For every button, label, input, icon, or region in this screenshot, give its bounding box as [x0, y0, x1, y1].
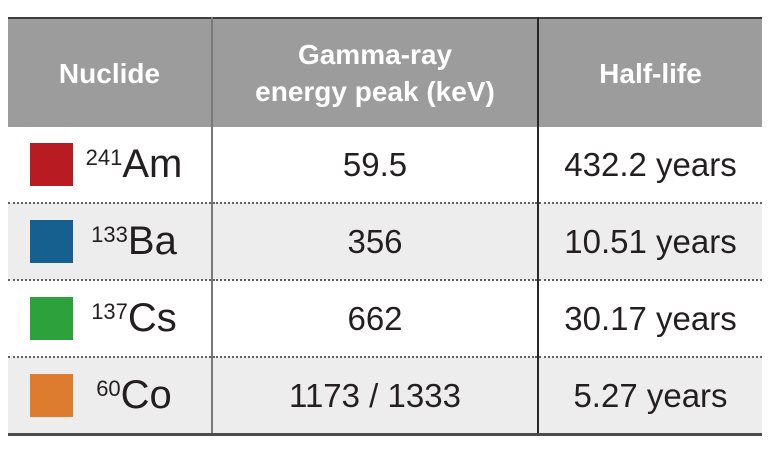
- half-life-cell: 432.2 years: [538, 127, 762, 203]
- nuclide-cell-inner: 60Co: [8, 358, 211, 433]
- color-swatch: [30, 220, 73, 263]
- nuclide-cell: 241Am: [8, 127, 213, 203]
- table-row-am241: 241Am 59.5 432.2 years: [8, 127, 762, 203]
- mass-number: 133: [91, 221, 128, 247]
- energy-cell: 356: [212, 202, 539, 280]
- table-row-co60: 60Co 1173 / 1333 5.27 years: [8, 356, 762, 435]
- nuclide-cell: 133Ba: [8, 202, 213, 280]
- header-nuclide-label: Nuclide: [58, 57, 161, 89]
- nuclide-cell-inner: 133Ba: [8, 204, 211, 279]
- header-half-life-label: Half-life: [599, 57, 702, 89]
- energy-cell: 1173 / 1333: [212, 356, 539, 435]
- element-symbol: Ba: [127, 219, 177, 263]
- energy-cell: 662: [212, 279, 539, 357]
- header-half-life: Half-life: [538, 18, 762, 127]
- color-swatch: [30, 374, 73, 417]
- mass-number: 137: [91, 298, 128, 324]
- half-life-cell: 30.17 years: [538, 279, 762, 357]
- nuclide-cell-inner: 137Cs: [8, 281, 211, 356]
- table-row-cs137: 137Cs 662 30.17 years: [8, 279, 762, 357]
- nuclide-cell: 137Cs: [8, 279, 213, 357]
- table-row-ba133: 133Ba 356 10.51 years: [8, 202, 762, 280]
- header-row: Nuclide Gamma-ray energy peak (keV) Half…: [8, 18, 762, 127]
- nuclide-label: 137Cs: [73, 296, 211, 341]
- half-life-cell: 10.51 years: [538, 202, 762, 280]
- mass-number: 60: [96, 375, 121, 401]
- energy-cell: 59.5: [212, 127, 539, 203]
- nuclide-label: 241Am: [73, 142, 211, 187]
- header-gamma-line2: energy peak (keV): [255, 76, 495, 107]
- nuclide-cell: 60Co: [8, 356, 213, 435]
- element-symbol: Am: [122, 142, 183, 186]
- nuclide-label: 60Co: [73, 373, 211, 418]
- mass-number: 241: [85, 144, 123, 170]
- color-swatch: [30, 297, 73, 340]
- half-life-cell: 5.27 years: [538, 356, 762, 435]
- element-symbol: Cs: [127, 296, 177, 340]
- element-symbol: Co: [120, 373, 172, 417]
- header-gamma-line1: Gamma-ray: [297, 39, 453, 70]
- header-gamma-energy: Gamma-ray energy peak (keV): [212, 18, 539, 127]
- nuclide-cell-inner: 241Am: [8, 127, 211, 202]
- color-swatch: [30, 143, 73, 186]
- nuclide-table: Nuclide Gamma-ray energy peak (keV) Half…: [8, 17, 762, 436]
- header-nuclide: Nuclide: [8, 18, 213, 127]
- nuclide-label: 133Ba: [73, 219, 211, 264]
